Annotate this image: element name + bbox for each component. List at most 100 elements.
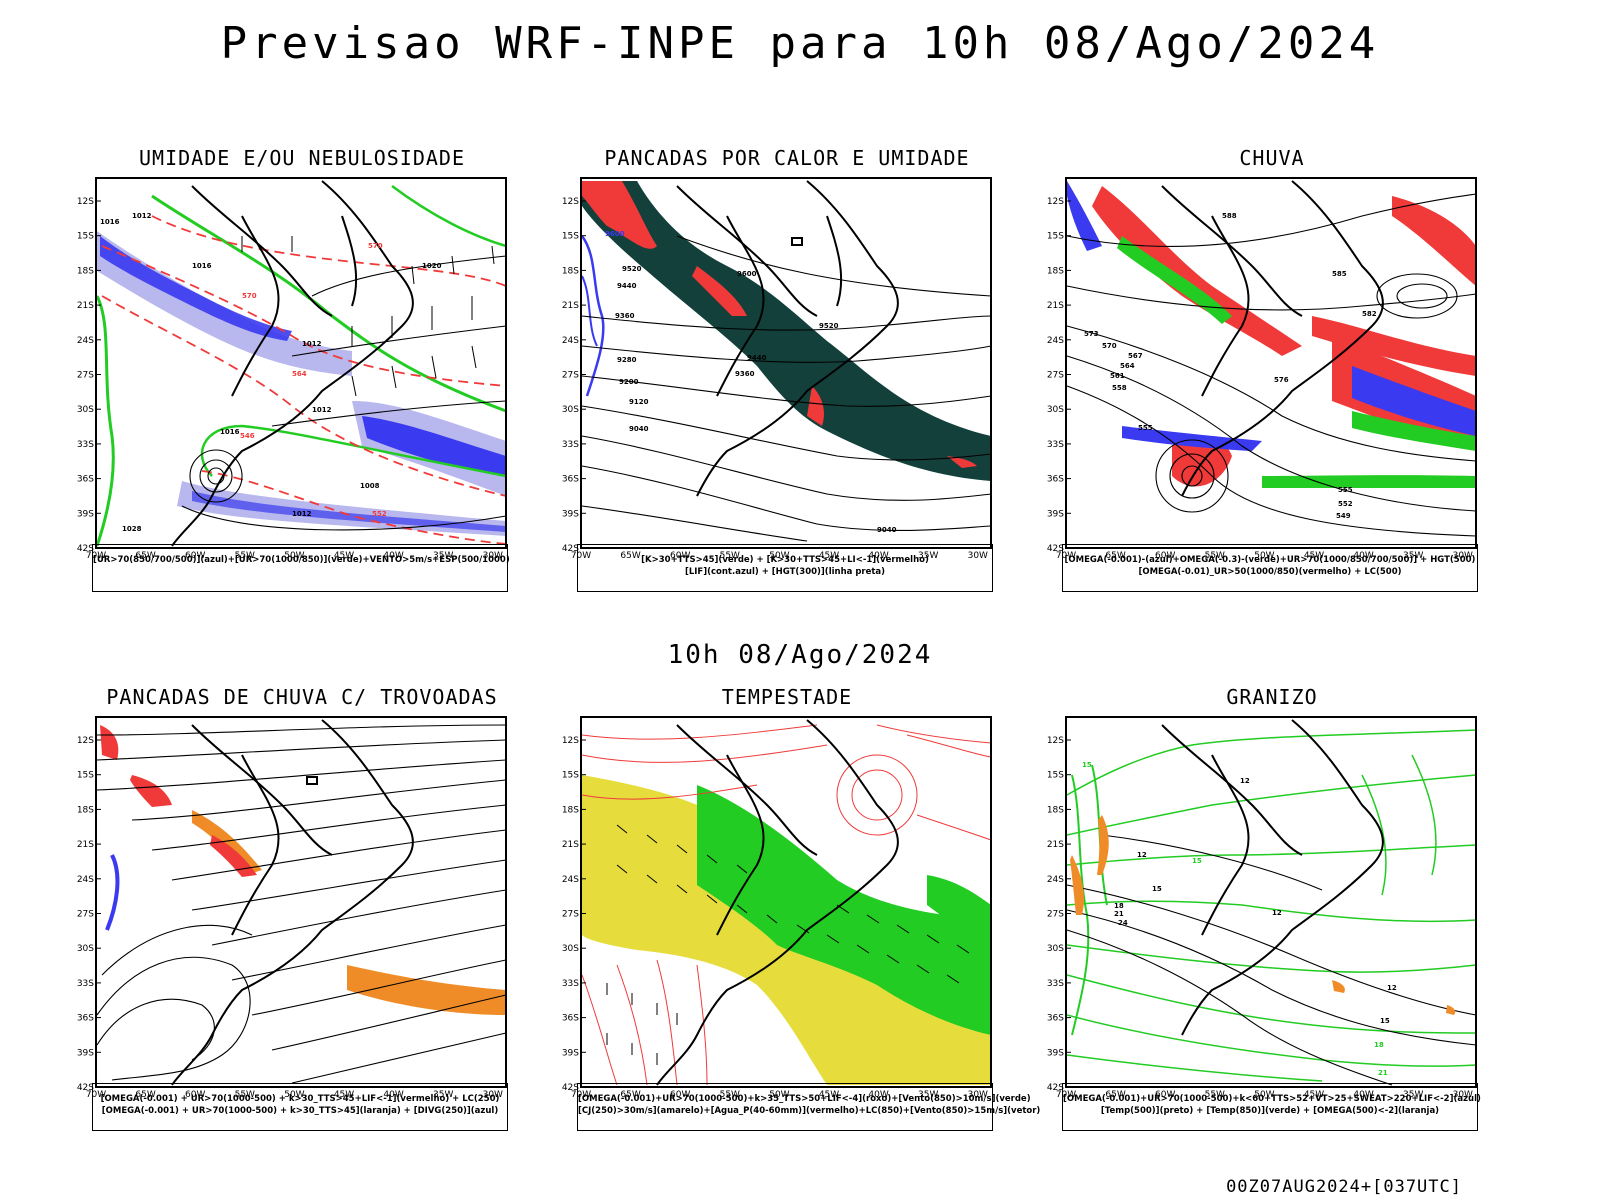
lon-tick-label: 30W (968, 1090, 988, 1100)
streamlines (96, 724, 507, 1084)
svg-text:1016: 1016 (100, 218, 120, 226)
svg-text:9440: 9440 (617, 282, 637, 290)
lat-tick-label: 36S (1047, 475, 1064, 485)
svg-text:546: 546 (240, 432, 255, 440)
svg-text:9600: 9600 (605, 230, 625, 238)
temp850-contours (1066, 729, 1477, 1082)
map-granizo: 15 12 15 18 21 24 12 12 15 18 21 12 15 1… (1047, 716, 1477, 1100)
svg-text:552: 552 (1338, 500, 1353, 508)
svg-text:1012: 1012 (132, 212, 152, 220)
lat-tick-label: 21S (77, 301, 94, 311)
lat-tick-label: 39S (1047, 509, 1064, 519)
lat-tick-label: 27S (1047, 371, 1064, 381)
lat-tick-label: 21S (562, 840, 579, 850)
svg-text:1012: 1012 (302, 340, 322, 348)
lat-tick-label: 33S (77, 440, 94, 450)
panel-tempestade: TEMPESTADE 12S 15S 18S 21S 24S 27S (562, 685, 1040, 1133)
svg-text:9600: 9600 (737, 270, 757, 278)
lon-tick-label: 50W (769, 1090, 789, 1100)
lon-tick-label: 70W (1056, 1090, 1076, 1100)
lat-tick-label: 39S (77, 1048, 94, 1058)
lat-tick-label: 39S (562, 509, 579, 519)
lon-tick-label: 35W (918, 1090, 938, 1100)
lon-tick-label: 60W (185, 1090, 205, 1100)
lon-tick-label: 70W (86, 551, 106, 561)
lon-tick-label: 35W (1403, 1090, 1423, 1100)
lon-tick-label: 35W (433, 1090, 453, 1100)
lon-tick-label: 60W (670, 1090, 690, 1100)
legend-line: [UR>70(850/700/500)](azul)+[UR>70(1000/8… (93, 555, 510, 565)
svg-text:570: 570 (242, 292, 257, 300)
lat-tick-label: 33S (77, 979, 94, 989)
lat-tick-label: 27S (562, 910, 579, 920)
lat-tick-label: 36S (77, 475, 94, 485)
svg-text:18: 18 (1114, 902, 1124, 910)
lat-tick-label: 21S (562, 301, 579, 311)
field-overlays (95, 184, 507, 547)
svg-text:9440: 9440 (747, 354, 767, 362)
coastline-borders (171, 719, 414, 1086)
lat-tick-label: 36S (562, 1014, 579, 1024)
lat-tick-label: 33S (1047, 979, 1064, 989)
lon-tick-label: 50W (1254, 551, 1274, 561)
svg-text:570: 570 (1102, 342, 1117, 350)
lat-tick-label: 24S (562, 875, 579, 885)
lon-tick-label: 50W (769, 551, 789, 561)
legend-line: [OMEGA(-0.001)-(azul)+OMEGA(-0.3)-(verde… (1064, 555, 1476, 565)
lat-tick-label: 15S (1047, 771, 1064, 781)
lat-tick-label: 15S (77, 232, 94, 242)
lon-tick-label: 60W (670, 551, 690, 561)
field-overlays (582, 775, 991, 1085)
svg-text:24: 24 (1118, 919, 1128, 927)
lon-tick-label: 55W (235, 1090, 255, 1100)
svg-text:1012: 1012 (292, 510, 312, 518)
contour-labels: 9600 9520 9440 9360 9280 9200 9120 9040 … (605, 230, 897, 534)
map-umidade: 1016 1012 1020 1016 1012 1012 1008 1016 … (77, 177, 507, 561)
contour-labels: 15 12 15 18 21 24 12 12 15 18 21 12 15 (1082, 761, 1397, 1077)
lon-tick-label: 40W (868, 551, 888, 561)
coastline-borders (656, 719, 899, 1086)
lat-tick-label: 27S (562, 371, 579, 381)
lon-tick-label: 35W (918, 551, 938, 561)
svg-text:576: 576 (1274, 376, 1289, 384)
svg-text:15: 15 (1152, 885, 1162, 893)
lon-tick-label: 45W (819, 551, 839, 561)
svg-text:9200: 9200 (619, 378, 639, 386)
lon-tick-label: 45W (334, 1090, 354, 1100)
lon-tick-label: 50W (284, 551, 304, 561)
lat-tick-label: 18S (77, 805, 94, 815)
svg-text:9120: 9120 (629, 398, 649, 406)
svg-text:9520: 9520 (622, 265, 642, 273)
lat-tick-label: 21S (77, 840, 94, 850)
map-frame (580, 716, 992, 1088)
lon-tick-label: 70W (1056, 551, 1076, 561)
lon-tick-label: 40W (383, 1090, 403, 1100)
svg-text:18: 18 (1374, 1041, 1384, 1049)
lon-tick-label: 55W (1205, 551, 1225, 561)
lat-tick-label: 21S (1047, 301, 1064, 311)
panel-chuva: CHUVA (1047, 146, 1482, 594)
lat-tick-label: 27S (77, 910, 94, 920)
svg-text:12: 12 (1240, 777, 1250, 785)
svg-text:567: 567 (1128, 352, 1143, 360)
lat-tick-label: 27S (1047, 910, 1064, 920)
lat-tick-label: 36S (77, 1014, 94, 1024)
svg-text:12: 12 (1272, 909, 1282, 917)
field-overlays (100, 725, 506, 1015)
wind-vectors (606, 824, 970, 1065)
field-overlays (580, 181, 991, 481)
lon-tick-label: 70W (571, 1090, 591, 1100)
lon-tick-label: 60W (185, 551, 205, 561)
lat-tick-label: 39S (1047, 1048, 1064, 1058)
lat-tick-label: 42S (77, 1083, 94, 1093)
lon-tick-label: 55W (1205, 1090, 1225, 1100)
svg-text:9520: 9520 (819, 322, 839, 330)
svg-text:555: 555 (1338, 486, 1353, 494)
lat-tick-label: 30S (77, 944, 94, 954)
lat-tick-label: 33S (1047, 440, 1064, 450)
svg-text:588: 588 (1222, 212, 1237, 220)
contour-labels: 1016 1012 1020 1016 1012 1012 1008 1016 … (100, 212, 442, 533)
lat-tick-label: 18S (562, 266, 579, 276)
isobars (181, 255, 507, 531)
